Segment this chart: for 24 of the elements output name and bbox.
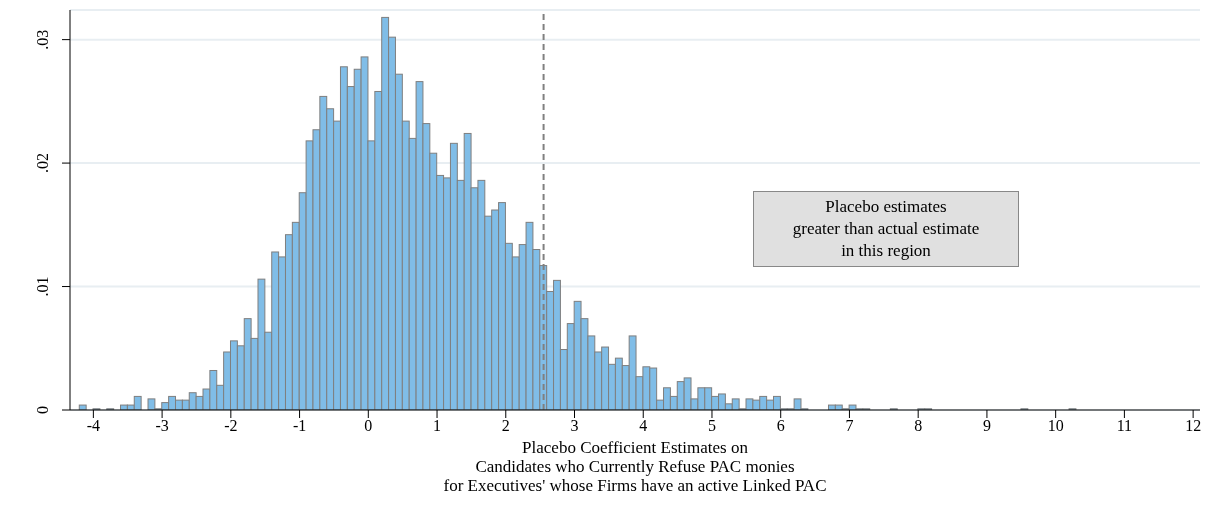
- x-tick-label: 12: [1185, 417, 1202, 435]
- y-tick-label: .03: [34, 29, 51, 50]
- x-tick-label: -3: [155, 417, 169, 435]
- y-tick-label: .02: [34, 153, 51, 174]
- x-tick-label: 4: [639, 417, 648, 435]
- x-tick-label: 3: [570, 417, 579, 435]
- annotation: Placebo estimates greater than actual estimate in this region: [791, 196, 981, 262]
- x-tick-label: 6: [776, 417, 785, 435]
- x-tick-label: 7: [845, 417, 854, 435]
- x-tick-label: 11: [1116, 417, 1133, 435]
- x-tick-label: -1: [292, 417, 307, 435]
- x-tick-label: 10: [1047, 417, 1064, 435]
- x-tick-label: -4: [86, 417, 101, 435]
- x-tick-label: 5: [707, 417, 716, 435]
- x-tick-label: 2: [501, 417, 510, 435]
- x-tick-label: 0: [364, 417, 373, 435]
- note-box: Placebo estimates greater than actual estimate in this region: [753, 191, 1019, 267]
- y-tick-label: .01: [34, 276, 51, 297]
- y-tick-label: 0: [34, 406, 51, 414]
- x-tick-label: 8: [914, 417, 923, 435]
- x-tick-label: 9: [982, 417, 991, 435]
- x-tick-label: -2: [224, 417, 238, 435]
- x-tick-label: 1: [433, 417, 442, 435]
- x-axis-title: Placebo Coefficient Estimates on Candidates who Currently Refuse PAC monies for Executives' whose Firms have an active Linked PAC: [442, 438, 828, 495]
